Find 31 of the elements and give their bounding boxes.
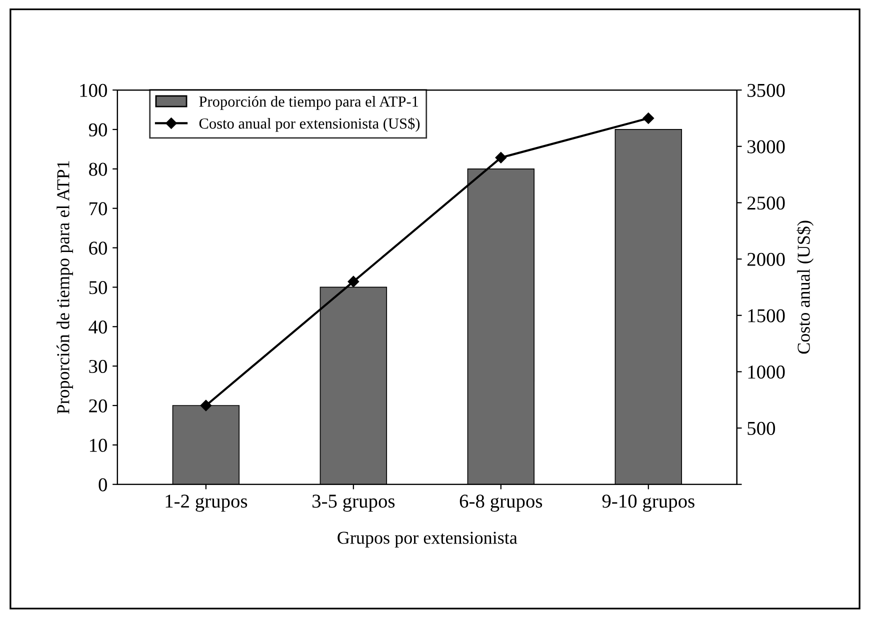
y-tick-label: 50 — [89, 281, 107, 294]
y2-tick-label: 2500 — [747, 196, 785, 210]
y-tick-label: 10 — [90, 438, 107, 452]
y2-tick-label: 1000 — [748, 366, 785, 379]
y-tick-label: 0 — [98, 478, 107, 492]
y-tick-label: 90 — [88, 123, 107, 136]
x-tick-label: 9-10 grupos — [602, 494, 694, 512]
point — [495, 152, 507, 164]
y2-tick-label: 3000 — [748, 140, 785, 154]
y2-tick-label: 2000 — [747, 252, 785, 266]
x-tick-label: 6-8 grupos — [460, 494, 542, 512]
x-axis-title: Grupos por extensionista — [338, 532, 518, 548]
y-axis-title: Proporción de tiempo para el ATP1 — [56, 161, 74, 414]
x-tick-label: 3-5 grupos — [312, 494, 395, 512]
x-tick-label: 1-2 grupos — [166, 494, 248, 512]
point — [642, 112, 654, 124]
y-tick-label: 60 — [89, 242, 107, 255]
y-tick-label: 30 — [89, 360, 107, 374]
y2-axis-title: Costo anual (US$) — [796, 220, 814, 354]
y-tick-label: 40 — [88, 320, 107, 334]
y2-tick-label: 1500 — [748, 309, 785, 322]
y-tick-label: 20 — [89, 399, 107, 412]
y-tick-label: 70 — [90, 202, 107, 216]
point — [200, 400, 212, 412]
y-tick-label: 100 — [80, 84, 107, 97]
y-tick-label: 80 — [89, 162, 107, 176]
y2-tick-label: 500 — [748, 422, 776, 435]
legend-label: Proporción de tiempo para el ATP-1 — [199, 96, 418, 110]
point — [348, 276, 360, 288]
y2-tick-label: 3500 — [748, 84, 785, 97]
legend-label: Costo anual por extensionista (US$) — [199, 117, 420, 132]
